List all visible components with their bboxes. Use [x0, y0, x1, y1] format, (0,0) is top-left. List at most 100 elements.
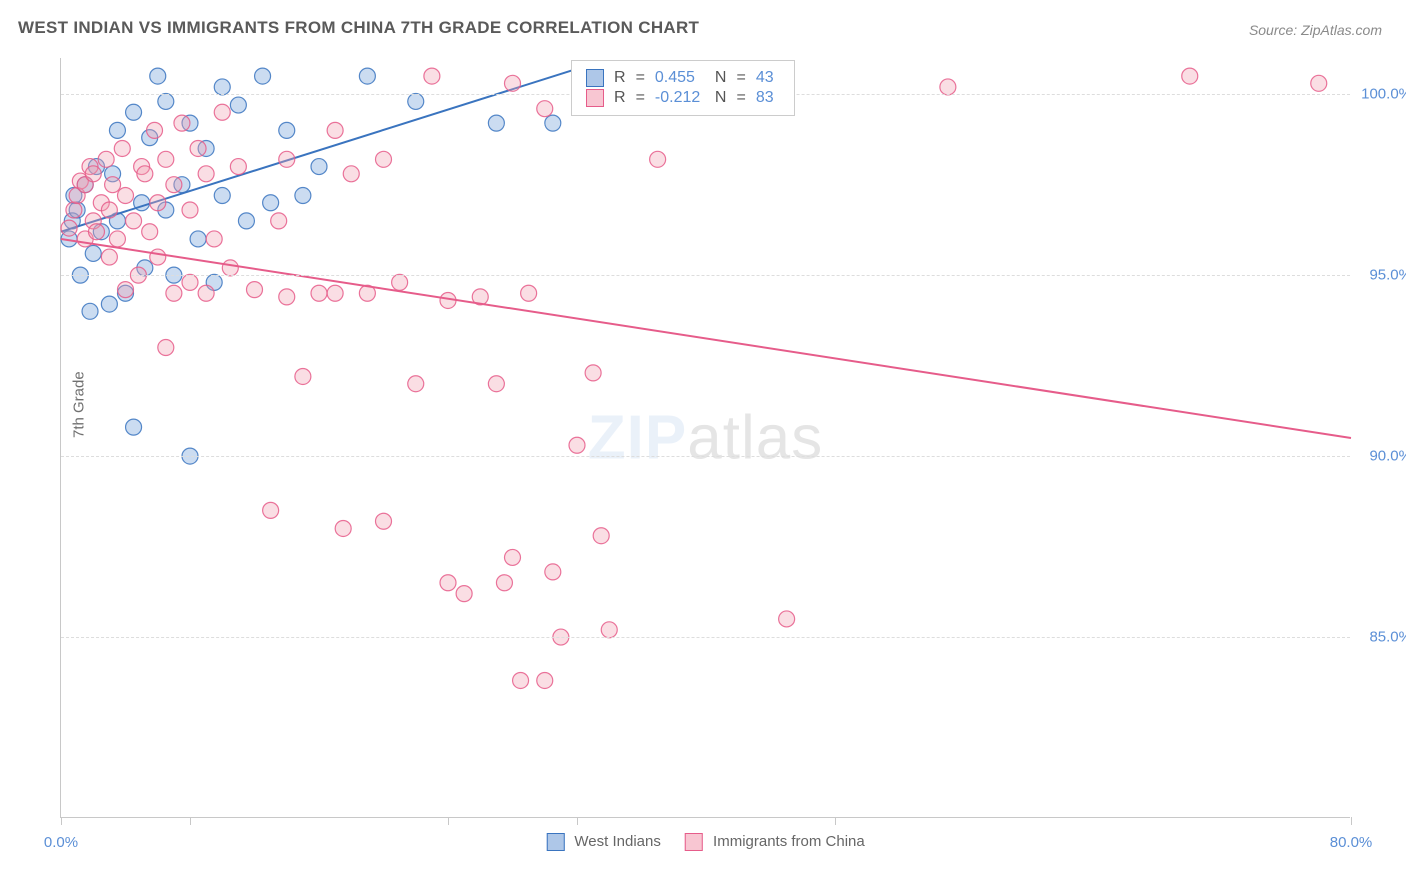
data-point — [118, 282, 134, 298]
x-tick — [1351, 817, 1352, 825]
data-point — [496, 575, 512, 591]
data-point — [61, 220, 77, 236]
data-point — [182, 274, 198, 290]
data-point — [311, 159, 327, 175]
source-label: Source: ZipAtlas.com — [1249, 22, 1382, 38]
x-tick — [61, 817, 62, 825]
x-tick — [577, 817, 578, 825]
data-point — [327, 285, 343, 301]
data-point — [343, 166, 359, 182]
x-tick-label: 80.0% — [1330, 834, 1373, 851]
gridline — [61, 275, 1350, 276]
correlation-box: R = 0.455 N = 43 R = -0.212 N = 83 — [571, 60, 795, 116]
data-point — [279, 122, 295, 138]
data-point — [456, 586, 472, 602]
data-point — [182, 202, 198, 218]
data-point — [376, 151, 392, 167]
data-point — [545, 564, 561, 580]
data-point — [190, 140, 206, 156]
data-point — [295, 188, 311, 204]
data-point — [513, 672, 529, 688]
data-point — [279, 151, 295, 167]
data-point — [537, 672, 553, 688]
data-point — [190, 231, 206, 247]
data-point — [98, 151, 114, 167]
data-point — [376, 513, 392, 529]
data-point — [198, 285, 214, 301]
data-point — [158, 93, 174, 109]
corr-eq: = — [636, 89, 645, 107]
data-point — [408, 93, 424, 109]
data-point — [230, 159, 246, 175]
data-point — [585, 365, 601, 381]
data-point — [488, 376, 504, 392]
corr-n-value-2: 83 — [756, 89, 780, 107]
data-point — [126, 213, 142, 229]
x-tick — [448, 817, 449, 825]
data-point — [230, 97, 246, 113]
data-point — [424, 68, 440, 84]
y-tick-label: 95.0% — [1369, 267, 1406, 284]
data-point — [118, 188, 134, 204]
x-tick — [835, 817, 836, 825]
data-point — [82, 303, 98, 319]
data-point — [569, 437, 585, 453]
corr-row-2: R = -0.212 N = 83 — [586, 89, 780, 107]
legend-label-2: Immigrants from China — [713, 833, 865, 850]
data-point — [150, 249, 166, 265]
corr-n-value-1: 43 — [756, 69, 780, 87]
data-point — [263, 195, 279, 211]
legend-swatch-2 — [685, 833, 703, 851]
data-point — [158, 340, 174, 356]
legend-swatch-1 — [546, 833, 564, 851]
data-point — [101, 249, 117, 265]
data-point — [214, 104, 230, 120]
data-point — [545, 115, 561, 131]
data-point — [521, 285, 537, 301]
plot-svg — [61, 58, 1350, 817]
data-point — [1311, 75, 1327, 91]
x-tick — [190, 817, 191, 825]
data-point — [114, 140, 130, 156]
chart-title: WEST INDIAN VS IMMIGRANTS FROM CHINA 7TH… — [18, 18, 699, 38]
corr-r-label: R — [614, 89, 626, 107]
data-point — [142, 224, 158, 240]
corr-r-value-2: -0.212 — [655, 89, 705, 107]
data-point — [126, 104, 142, 120]
data-point — [359, 68, 375, 84]
data-point — [101, 202, 117, 218]
data-point — [88, 224, 104, 240]
corr-n-label: N — [715, 89, 727, 107]
corr-swatch-1 — [586, 69, 604, 87]
data-point — [137, 166, 153, 182]
data-point — [311, 285, 327, 301]
data-point — [166, 285, 182, 301]
corr-swatch-2 — [586, 89, 604, 107]
data-point — [488, 115, 504, 131]
data-point — [66, 202, 82, 218]
data-point — [85, 245, 101, 261]
data-point — [198, 166, 214, 182]
corr-row-1: R = 0.455 N = 43 — [586, 69, 780, 87]
y-tick-label: 100.0% — [1361, 86, 1406, 103]
data-point — [505, 549, 521, 565]
data-point — [214, 79, 230, 95]
data-point — [650, 151, 666, 167]
data-point — [1182, 68, 1198, 84]
gridline — [61, 456, 1350, 457]
data-point — [101, 296, 117, 312]
data-point — [222, 260, 238, 276]
data-point — [392, 274, 408, 290]
data-point — [279, 289, 295, 305]
data-point — [271, 213, 287, 229]
gridline — [61, 637, 1350, 638]
data-point — [255, 68, 271, 84]
data-point — [158, 151, 174, 167]
data-point — [537, 101, 553, 117]
legend: West Indians Immigrants from China — [546, 833, 865, 851]
data-point — [109, 122, 125, 138]
corr-r-value-1: 0.455 — [655, 69, 705, 87]
legend-item-1: West Indians — [546, 833, 661, 851]
data-point — [174, 115, 190, 131]
data-point — [295, 368, 311, 384]
